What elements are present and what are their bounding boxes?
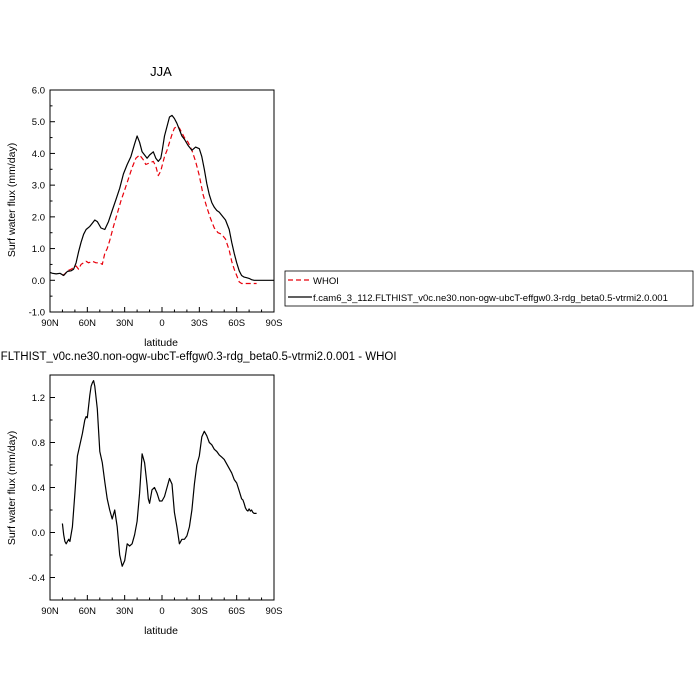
top-y-tick-label: -1.0 [29, 308, 45, 319]
top-x-tick-label: 0 [159, 318, 164, 329]
legend-box [284, 270, 694, 307]
bottom-x-tick-label: 60N [79, 606, 97, 617]
top-y-tick-label: 2.0 [32, 212, 45, 223]
bottom-tick-group: 90N 60N 30N 0 30S 60S 90S -0.4 0.0 0.4 0.8 1.2 [29, 393, 283, 617]
top-x-tick-label: 30S [191, 318, 208, 329]
top-panel-title: JJA [150, 64, 172, 79]
bottom-y-tick-label: 0.0 [32, 528, 45, 539]
top-y-tick-label: 5.0 [32, 117, 45, 128]
top-x-tick-label: 90N [41, 318, 59, 329]
top-plot-area [49, 114, 274, 285]
top-x-tick-label: 60S [228, 318, 245, 329]
bottom-x-tick-label: 90S [266, 606, 283, 617]
top-x-tick-label: 60N [79, 318, 97, 329]
top-tick-group: 90N 60N 30N 0 30S 60S 90S -1.0 0.0 1.0 2.0 3.0 4.0 5.… [29, 86, 283, 330]
legend: WHOI f.cam6_3_112.FLTHIST_v0c.ne30.non-o… [284, 270, 694, 307]
top-y-tick-label: 4.0 [32, 149, 45, 160]
top-y-tick-label: 1.0 [32, 244, 45, 255]
legend-label-model: f.cam6_3_112.FLTHIST_v0c.ne30.non-ogw-ub… [313, 293, 668, 304]
top-y-tick-label: 0.0 [32, 276, 45, 287]
top-x-tick-label: 90S [266, 318, 283, 329]
top-x-axis-label: latitude [144, 337, 178, 349]
bottom-panel: f.cam6_3_112.FLTHIST_v0c.ne30.non-ogw-ub… [0, 351, 397, 637]
bottom-y-tick-label: 1.2 [32, 393, 45, 404]
bottom-x-tick-label: 90N [41, 606, 59, 617]
bottom-x-tick-label: 0 [159, 606, 164, 617]
legend-label-whoi: WHOI [313, 276, 339, 287]
bottom-panel-title: f.cam6_3_112.FLTHIST_v0c.ne30.non-ogw-ub… [0, 351, 397, 363]
bottom-x-tick-label: 30S [191, 606, 208, 617]
bottom-y-tick-label: -0.4 [29, 573, 45, 584]
top-y-tick-label: 3.0 [32, 181, 45, 192]
bottom-x-tick-label: 60S [228, 606, 245, 617]
top-plot-frame [49, 89, 275, 313]
top-series-line-0 [62, 125, 257, 285]
bottom-plot-area [61, 380, 257, 567]
top-y-tick-label: 6.0 [32, 86, 45, 97]
top-panel: JJA Surf water flux (mm/day) latitude 90… [6, 64, 282, 349]
bottom-y-tick-label: 0.8 [32, 438, 45, 449]
bottom-y-axis-label: Surf water flux (mm/day) [6, 431, 18, 545]
top-series-line-1 [49, 114, 274, 281]
bottom-x-axis-label: latitude [144, 625, 178, 637]
bottom-plot-frame [49, 374, 275, 601]
bottom-series-line-0 [61, 380, 257, 567]
bottom-x-tick-label: 30N [116, 606, 134, 617]
top-x-tick-label: 30N [116, 318, 134, 329]
top-y-axis-label: Surf water flux (mm/day) [6, 143, 18, 257]
bottom-y-tick-label: 0.4 [32, 483, 45, 494]
